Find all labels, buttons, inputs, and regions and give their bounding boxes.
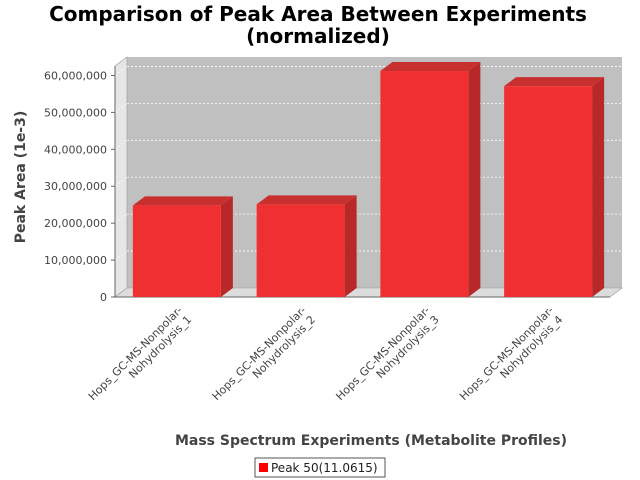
- chart-title-line-1: Comparison of Peak Area Between Experime…: [49, 2, 587, 26]
- bar-top: [256, 195, 357, 205]
- legend: Peak 50(11.0615): [254, 457, 386, 478]
- grid-line-wall: [114, 213, 128, 224]
- plot-area: [114, 56, 623, 298]
- x-tick-label-line: Hops_GC-MS-Nonpolar-: [210, 304, 309, 403]
- grid-line-wall: [114, 103, 128, 113]
- y-tick-label: 60,000,000: [44, 69, 107, 82]
- grid-line-wall: [114, 66, 128, 76]
- bar-side: [344, 195, 357, 297]
- plot-left-wall: [114, 56, 128, 298]
- x-tick-label-line: Hops_GC-MS-Nonpolar-: [86, 304, 185, 403]
- bar-top: [504, 77, 605, 87]
- y-tick-label: 50,000,000: [44, 106, 107, 119]
- y-tick-label: 0: [100, 291, 107, 304]
- bar-top: [380, 62, 481, 72]
- bar-side: [468, 62, 481, 298]
- x-tick-label-line: Hops_GC-MS-Nonpolar-: [457, 304, 556, 403]
- bars: [132, 62, 605, 298]
- y-axis-ticks: 0 10,000,000 20,000,000 30,000,000 40,000,00…: [44, 69, 115, 304]
- y-axis-label: Peak Area (1e-3): [13, 111, 29, 244]
- bar: [380, 71, 469, 298]
- x-tick-label: Hops_GC-MS-Nonpolar-Nohydrolysis_2: [210, 304, 318, 412]
- grid-line-wall: [114, 139, 128, 150]
- bar-top: [132, 196, 233, 206]
- x-tick-label: Hops_GC-MS-Nonpolar-Nohydrolysis_1: [86, 304, 194, 412]
- legend-box: [254, 457, 386, 478]
- bar: [256, 204, 345, 297]
- grid-line-wall: [114, 250, 128, 261]
- bar: [504, 86, 593, 298]
- y-tick-label: 40,000,000: [44, 143, 107, 156]
- y-tick-label: 10,000,000: [44, 254, 107, 267]
- bar-side: [220, 196, 233, 297]
- x-axis-label: Mass Spectrum Experiments (Metabolite Pr…: [175, 433, 567, 449]
- x-tick-label: Hops_GC-MS-Nonpolar-Nohydrolysis_4: [457, 304, 565, 412]
- y-tick-label: 20,000,000: [44, 217, 107, 230]
- y-tick-label: 30,000,000: [44, 180, 107, 193]
- legend-label: Peak 50(11.0615): [271, 461, 378, 475]
- x-tick-label: Hops_GC-MS-Nonpolar-Nohydrolysis_3: [333, 304, 441, 412]
- grid-line-wall: [114, 176, 128, 187]
- legend-swatch: [259, 463, 268, 472]
- plot-back-wall: [127, 57, 622, 288]
- x-axis-ticks: Hops_GC-MS-Nonpolar-Nohydrolysis_1 Hops_G…: [86, 304, 565, 412]
- x-tick-label-line: Hops_GC-MS-Nonpolar-: [333, 304, 432, 403]
- bar-side: [592, 77, 605, 298]
- bar: [132, 205, 221, 297]
- chart-title-line-2: (normalized): [246, 24, 390, 48]
